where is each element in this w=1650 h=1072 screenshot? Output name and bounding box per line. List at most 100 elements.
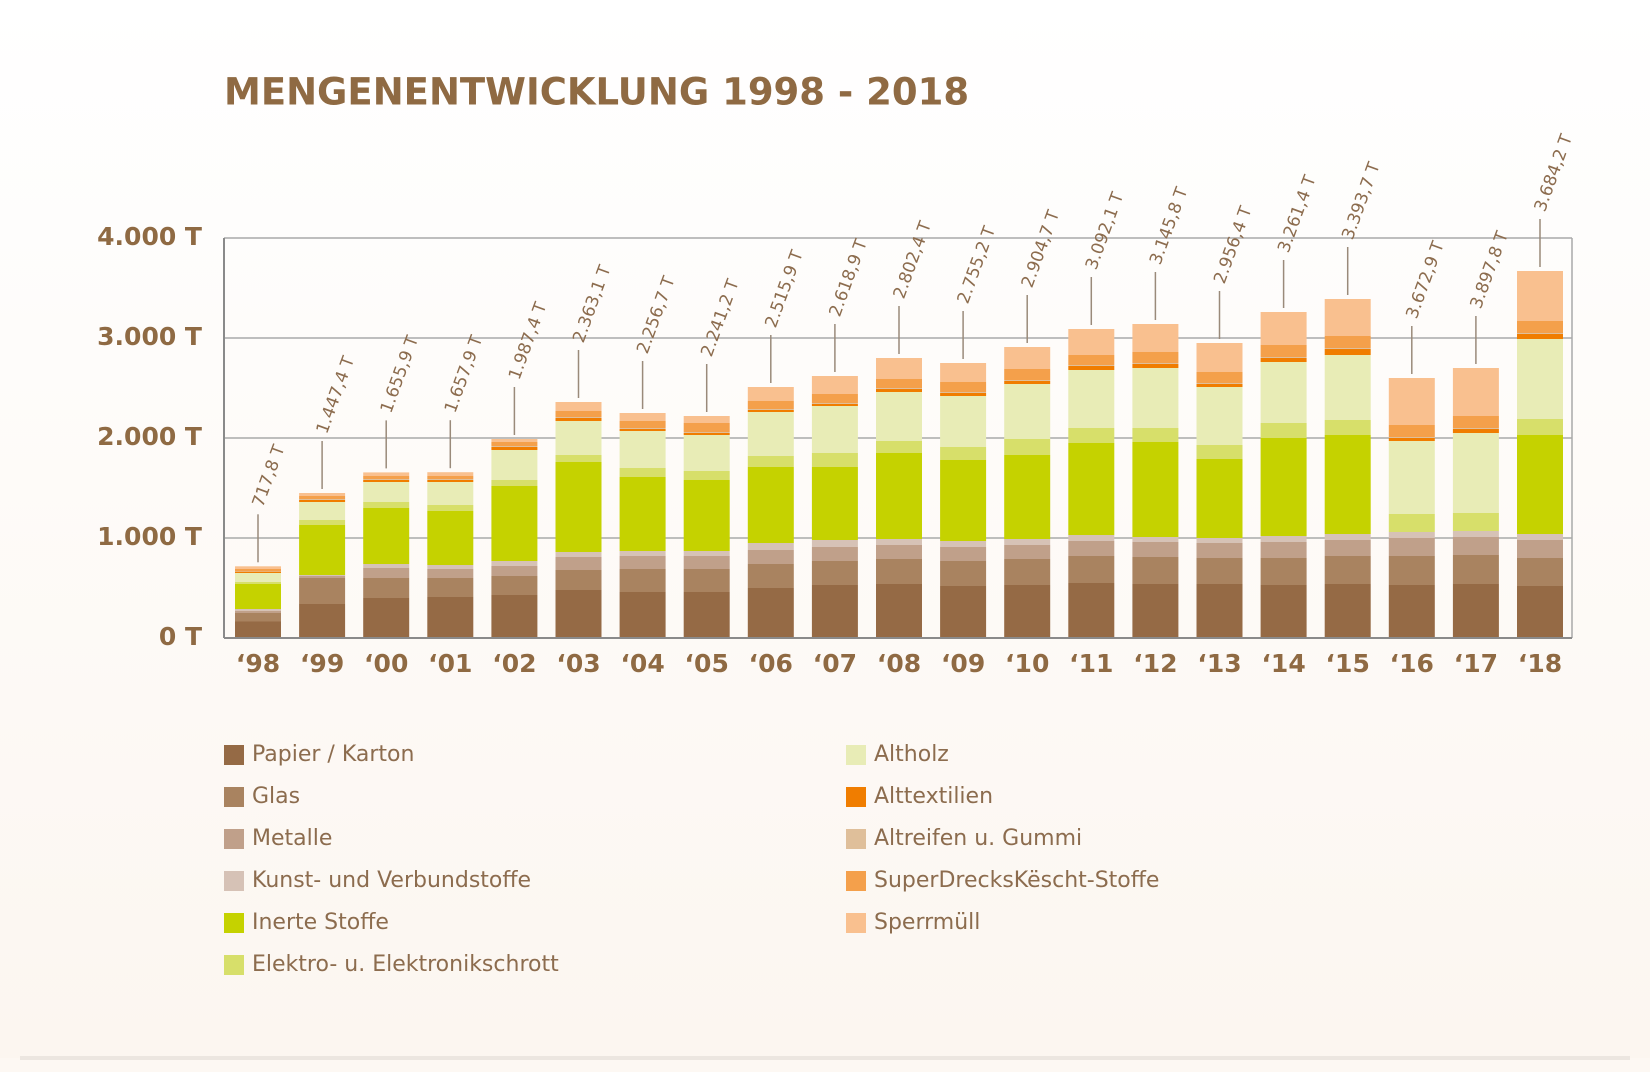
bar-segment <box>1452 531 1499 537</box>
bar-segment <box>1260 358 1307 362</box>
bar-segment <box>683 435 730 471</box>
legend-label: Metalle <box>252 826 332 851</box>
bar-segment <box>683 471 730 480</box>
bar-segment <box>1068 583 1115 638</box>
bar-segment <box>747 412 794 456</box>
bar-segment <box>1196 538 1243 543</box>
bar-segment <box>1452 368 1499 416</box>
bar-segment <box>491 486 538 561</box>
bar-segment <box>235 584 281 609</box>
bar-segment <box>1517 435 1563 534</box>
bar-segment <box>427 569 474 578</box>
bar-segment <box>427 482 474 505</box>
bar-segment <box>747 409 794 410</box>
bar-segment <box>1260 558 1307 585</box>
bar-segment <box>1004 347 1051 369</box>
x-tick-label: ‘00 <box>364 649 408 678</box>
bar-segment <box>1196 387 1243 445</box>
bar-segment <box>1452 537 1499 555</box>
bar-segment <box>1004 384 1051 439</box>
bar-segment <box>1452 429 1499 433</box>
legend-label: Papier / Karton <box>252 742 414 767</box>
bar-segment <box>299 520 346 525</box>
bar-segment <box>299 499 346 500</box>
bar-segment <box>1517 339 1563 419</box>
bar-segment <box>555 411 602 417</box>
bar-segment <box>1260 357 1307 358</box>
bar-segment <box>811 561 858 585</box>
bar-segment <box>747 456 794 467</box>
bar-segment <box>363 508 410 564</box>
bar-segment <box>1196 543 1243 558</box>
bar-segment <box>1004 539 1051 545</box>
bar-segment <box>555 552 602 557</box>
y-tick-label: 4.000 T <box>97 222 202 251</box>
bar-segment <box>235 569 281 572</box>
bar-segment <box>811 376 858 394</box>
bar-segment <box>235 582 281 584</box>
bar-segment <box>1517 321 1563 333</box>
bar-segment <box>1196 384 1243 387</box>
bar-segment <box>940 393 987 396</box>
bar-segment <box>427 479 474 480</box>
bar-segment <box>1132 542 1179 557</box>
bar-segment <box>1260 312 1307 345</box>
bar-segment <box>235 573 281 582</box>
bar-segment <box>1196 383 1243 384</box>
bar-segment <box>1068 365 1115 366</box>
legend-swatch <box>846 913 866 933</box>
bar-segment <box>1260 362 1307 423</box>
bar-segment <box>1388 378 1435 425</box>
bar-segment <box>555 462 602 552</box>
bar-segment <box>1196 343 1243 372</box>
bar-segment <box>555 417 602 418</box>
bar-segment <box>363 480 410 482</box>
bar-segment <box>619 569 666 592</box>
bar-segment <box>1324 336 1371 348</box>
bar-segment <box>876 389 922 392</box>
bar-segment <box>1260 345 1307 357</box>
bar-segment <box>427 505 474 511</box>
bar-segment <box>940 547 987 561</box>
x-tick-label: ‘06 <box>749 649 793 678</box>
x-tick-label: ‘09 <box>941 649 985 678</box>
bar-segment <box>683 569 730 592</box>
bar-segment <box>747 410 794 412</box>
legend-swatch <box>224 955 244 975</box>
legend-label: Sperrmüll <box>874 910 980 935</box>
bar-segment <box>1132 363 1179 364</box>
bar-segment <box>940 396 987 447</box>
bar-segment <box>1068 443 1115 535</box>
x-tick-label: ‘18 <box>1518 649 1562 678</box>
legend-label: Alttextilien <box>874 784 993 809</box>
bar-segment <box>555 421 602 455</box>
legend-label: Glas <box>252 784 300 809</box>
bar-segment <box>491 442 538 446</box>
bar-segment <box>940 561 987 586</box>
bar-segment <box>491 447 538 450</box>
bar-segment <box>1132 428 1179 442</box>
bar-segment <box>811 406 858 453</box>
bar-segment <box>1068 370 1115 428</box>
x-tick-label: ‘16 <box>1390 649 1434 678</box>
bar-segment <box>555 402 602 411</box>
bar-segment <box>1004 439 1051 455</box>
bar-segment <box>876 392 922 441</box>
bar-segment <box>619 429 666 431</box>
bar-segment <box>619 551 666 556</box>
bar-segment <box>235 621 281 638</box>
bar-segment <box>427 597 474 638</box>
bar-segment <box>1517 334 1563 339</box>
y-tick-label: 2.000 T <box>97 422 202 451</box>
legend-swatch <box>846 787 866 807</box>
bar-segment <box>491 566 538 576</box>
bar-segment <box>811 540 858 547</box>
bar-segment <box>1388 425 1435 437</box>
bar-segment <box>555 570 602 590</box>
bar-segment <box>491 450 538 480</box>
bar-segment <box>619 421 666 428</box>
bar-segment <box>1388 438 1435 441</box>
bar-segment <box>1068 355 1115 365</box>
bar-segment <box>1517 540 1563 558</box>
